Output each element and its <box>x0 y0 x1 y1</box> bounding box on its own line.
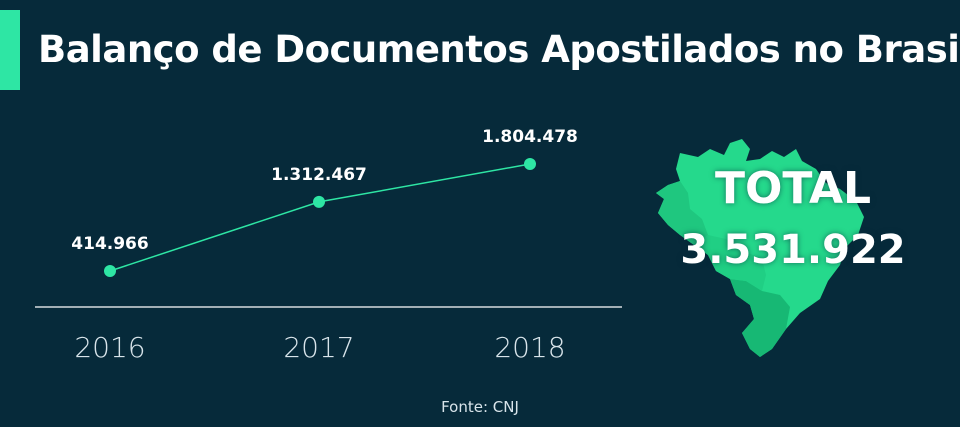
brazil-map-region-north <box>656 181 708 245</box>
page-title: Balanço de Documentos Apostilados no Bra… <box>38 28 960 71</box>
x-tick-label-2018: 2018 <box>494 331 565 364</box>
title-accent-bar <box>0 10 20 90</box>
data-label-2018: 1.804.478 <box>482 127 578 147</box>
total-value: 3.531.922 <box>680 227 906 273</box>
data-label-2017: 1.312.467 <box>271 165 367 185</box>
data-label-2016: 414.966 <box>71 234 148 254</box>
data-point-2017 <box>313 195 325 208</box>
brazil-map-icon <box>650 135 870 360</box>
brazil-map-region-center <box>694 235 766 291</box>
x-tick-label-2017: 2017 <box>283 331 354 364</box>
line-chart: 414.966 1.312.467 1.804.478 2016 2017 2018 <box>35 127 622 364</box>
brazil-map-shape <box>656 139 864 357</box>
total-label: TOTAL <box>714 163 872 214</box>
source-note: Fonte: CNJ <box>441 398 519 416</box>
data-point-2016 <box>104 265 116 277</box>
data-point-2018 <box>524 158 536 170</box>
brazil-map-region-south <box>730 279 790 357</box>
x-tick-label-2016: 2016 <box>74 331 145 364</box>
